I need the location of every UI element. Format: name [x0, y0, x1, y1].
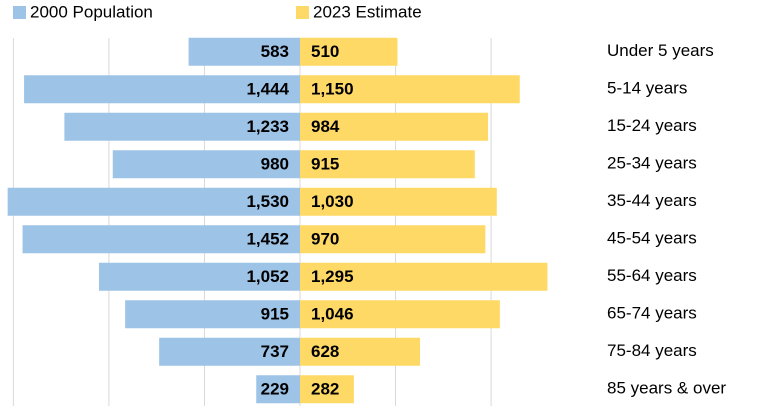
- category-label: 35-44 years: [607, 191, 697, 210]
- value-label: 510: [311, 42, 339, 61]
- value-label: 1,030: [311, 192, 354, 211]
- legend-swatch: [296, 6, 309, 19]
- bar: [24, 75, 300, 104]
- value-label: 737: [261, 342, 289, 361]
- value-label: 628: [311, 342, 339, 361]
- value-label: 282: [311, 380, 339, 399]
- legend-label: 2000 Population: [30, 2, 153, 21]
- category-label: 5-14 years: [607, 79, 687, 98]
- category-label: 15-24 years: [607, 116, 697, 135]
- value-label: 1,530: [246, 192, 289, 211]
- category-label: 55-64 years: [607, 266, 697, 285]
- legend-swatch: [13, 6, 26, 19]
- bar: [188, 37, 300, 66]
- bar: [300, 75, 520, 104]
- bar: [300, 300, 500, 329]
- bar: [300, 112, 489, 141]
- bar: [112, 150, 300, 179]
- bar: [300, 337, 420, 366]
- category-label: 65-74 years: [607, 304, 697, 323]
- bar: [159, 337, 300, 366]
- category-label: 45-54 years: [607, 229, 697, 248]
- bar: [300, 375, 354, 404]
- bar: [300, 187, 497, 216]
- bar: [300, 150, 475, 179]
- value-label: 229: [261, 380, 289, 399]
- value-label: 980: [261, 155, 289, 174]
- value-label: 915: [311, 155, 339, 174]
- bar: [7, 187, 301, 216]
- value-label: 1,452: [246, 230, 289, 249]
- legend-label: 2023 Estimate: [313, 2, 422, 21]
- bar: [300, 262, 548, 291]
- bar: [300, 225, 486, 254]
- value-label: 1,444: [246, 80, 289, 99]
- category-label: 25-34 years: [607, 154, 697, 173]
- bar: [300, 37, 398, 66]
- bar: [64, 112, 301, 141]
- bar: [98, 262, 300, 291]
- category-label: 85 years & over: [607, 379, 726, 398]
- value-label: 1,150: [311, 80, 354, 99]
- value-label: 984: [311, 117, 340, 136]
- bar: [125, 300, 300, 329]
- value-label: 915: [261, 305, 289, 324]
- value-label: 583: [261, 42, 289, 61]
- bar: [22, 225, 301, 254]
- bar: [256, 375, 300, 404]
- value-label: 1,046: [311, 305, 354, 324]
- category-label: Under 5 years: [607, 41, 714, 60]
- category-label: 75-84 years: [607, 341, 697, 360]
- value-label: 1,052: [246, 267, 289, 286]
- value-label: 1,295: [311, 267, 354, 286]
- value-label: 970: [311, 230, 339, 249]
- value-label: 1,233: [246, 117, 289, 136]
